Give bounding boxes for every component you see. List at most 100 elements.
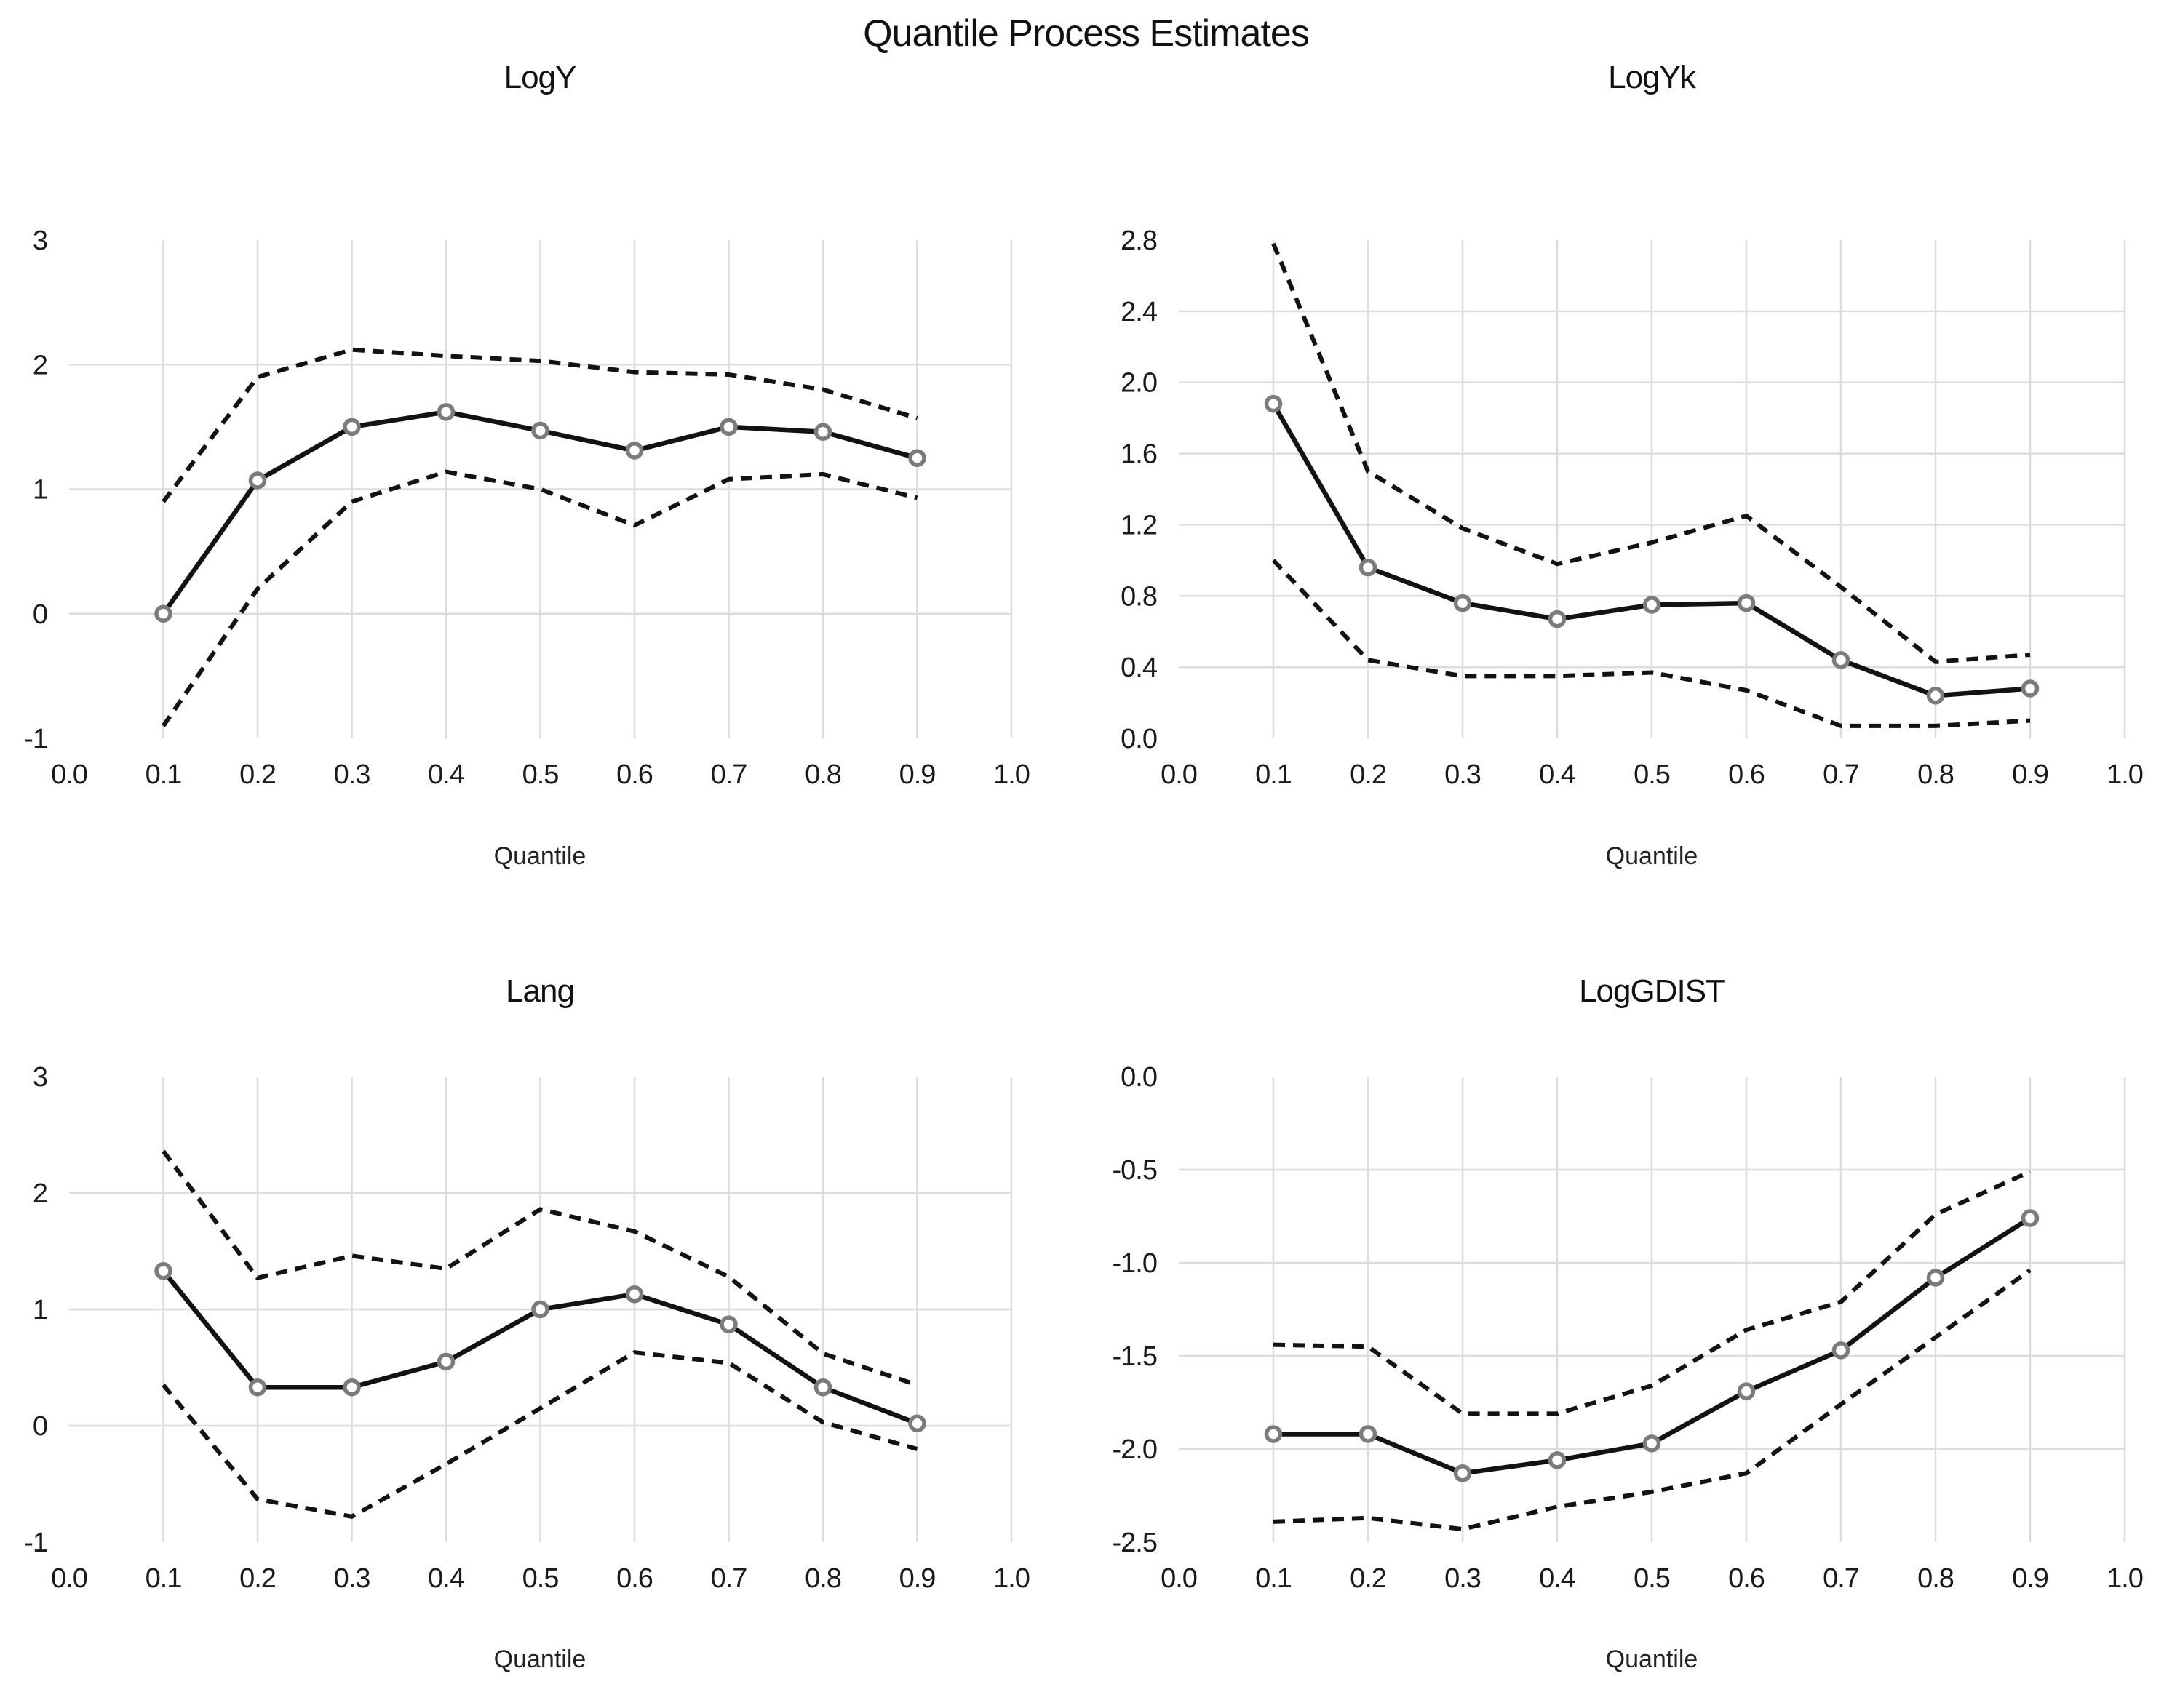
data-point-marker xyxy=(2021,679,2040,698)
x-tick-label: 0.6 xyxy=(616,1563,653,1594)
series-lower-confidence-band xyxy=(1273,1268,2032,1532)
x-tick-label: 0.0 xyxy=(1161,759,1197,790)
series-upper-confidence-band xyxy=(1271,242,2031,664)
x-tick-label: 0.5 xyxy=(522,759,559,790)
data-point-marker xyxy=(1831,1341,1850,1360)
x-axis-label-logyk: Quantile xyxy=(1605,842,1698,870)
data-point-marker xyxy=(720,418,738,436)
x-tick-label: 0.5 xyxy=(1634,1563,1670,1594)
x-tick-label: 0.8 xyxy=(1917,1563,1954,1594)
x-axis-label-loggdist: Quantile xyxy=(1605,1645,1698,1673)
data-point-marker xyxy=(1548,1451,1567,1469)
data-point-marker xyxy=(1926,687,1945,705)
x-tick-label: 0.9 xyxy=(899,1563,936,1594)
data-point-marker xyxy=(1548,610,1567,628)
x-tick-label: 0.2 xyxy=(1350,1563,1386,1594)
x-tick-label: 0.0 xyxy=(51,1563,87,1594)
data-point-marker xyxy=(154,604,172,623)
data-point-marker xyxy=(2021,1209,2040,1227)
x-tick-label: 1.0 xyxy=(993,759,1030,790)
x-tick-label: 0.8 xyxy=(1917,759,1954,790)
data-point-marker xyxy=(248,1378,267,1397)
chart-loggdist: 0.0 0.1 0.2 0.3 0.4 0.5 0.6 0.7 0.8 0.9 1.0-2.5-2.… xyxy=(1113,1062,2144,1594)
x-tick-label: 0.6 xyxy=(1728,759,1765,790)
subplot-title-logyk: LogYk xyxy=(1608,60,1696,95)
y-tick-label: -1.0 xyxy=(1113,1248,1157,1279)
series-upper-confidence-band xyxy=(1273,1169,2032,1416)
x-tick-label: 0.0 xyxy=(51,759,87,790)
x-tick-label: 0.3 xyxy=(1444,759,1481,790)
series-upper-confidence-band xyxy=(162,347,918,503)
y-tick-label: 0.4 xyxy=(1121,653,1158,683)
series-lower-confidence-band xyxy=(162,1350,918,1519)
data-point-marker xyxy=(343,418,361,436)
chart-logy: 0.0 0.1 0.2 0.3 0.4 0.5 0.6 0.7 0.8 0.9 1.0 -1 0 1 2 3 xyxy=(24,226,1030,790)
y-tick-label: 0 xyxy=(33,599,47,630)
data-point-marker xyxy=(625,442,644,460)
data-point-marker xyxy=(1926,1269,1945,1287)
data-point-marker xyxy=(813,1378,832,1397)
y-tick-label: -2.5 xyxy=(1113,1528,1157,1558)
chart-lang: 0.0 0.1 0.2 0.3 0.4 0.5 0.6 0.7 0.8 0.9 1.0 -1 0 1 2 3 xyxy=(24,1062,1030,1594)
y-tick-labels-logy: -1 0 1 2 3 xyxy=(24,226,48,754)
data-point-marker xyxy=(908,1414,926,1433)
x-tick-label: 1.0 xyxy=(993,1563,1030,1594)
x-tick-label: 0.7 xyxy=(711,1563,747,1594)
x-tick-label: 1.0 xyxy=(2107,1563,2143,1594)
x-tick-label: 0.1 xyxy=(1255,759,1292,790)
data-point-marker xyxy=(1264,1425,1283,1443)
x-tick-label: 0.4 xyxy=(428,1563,465,1594)
x-axis-label-lang: Quantile xyxy=(493,1645,586,1673)
x-tick-label: 0.7 xyxy=(1823,1563,1859,1594)
y-tick-label: 3 xyxy=(33,1062,47,1093)
y-tick-label: 2 xyxy=(33,350,47,380)
data-point-marker xyxy=(1642,596,1661,614)
data-point-marker xyxy=(813,423,832,441)
data-point-marker xyxy=(437,1352,456,1371)
x-tick-label: 0.4 xyxy=(1539,759,1576,790)
y-tick-label: 0 xyxy=(33,1411,47,1442)
y-tick-labels-loggdist: -2.5 -2.0 -1.5 -1.0 -0.5 0.0 xyxy=(1113,1062,1158,1558)
data-point-marker xyxy=(1453,1464,1472,1482)
x-tick-label: 0.2 xyxy=(1350,759,1386,790)
data-point-marker xyxy=(531,1300,549,1319)
y-tick-label: -1 xyxy=(24,724,47,754)
x-tick-label: 0.1 xyxy=(1255,1563,1292,1594)
data-point-marker xyxy=(343,1378,361,1397)
subplot-title-logy: LogY xyxy=(504,60,577,95)
y-tick-label: 0.0 xyxy=(1121,724,1157,754)
figure-title: Quantile Process Estimates xyxy=(863,12,1310,55)
x-tick-label: 0.9 xyxy=(2012,759,2048,790)
x-tick-label: 0.4 xyxy=(1539,1563,1576,1594)
grid-loggdist xyxy=(1179,1077,2126,1542)
data-point-marker xyxy=(1642,1434,1661,1453)
data-point-marker xyxy=(437,403,456,421)
y-tick-label: 1.2 xyxy=(1121,510,1157,540)
subplot-title-lang: Lang xyxy=(506,973,575,1009)
y-tick-label: 1.6 xyxy=(1121,439,1157,470)
x-axis-label-logy: Quantile xyxy=(493,842,586,870)
x-tick-label: 0.2 xyxy=(239,1563,276,1594)
y-tick-label: -2.0 xyxy=(1113,1434,1157,1465)
data-point-marker xyxy=(1737,594,1756,612)
y-tick-label: 2.4 xyxy=(1121,297,1158,327)
series-lower-confidence-band xyxy=(162,469,918,727)
data-point-marker xyxy=(531,421,549,440)
data-point-marker xyxy=(1359,558,1377,577)
x-tick-label: 0.3 xyxy=(334,1563,370,1594)
data-point-marker xyxy=(720,1315,738,1334)
y-tick-label: 0.0 xyxy=(1121,1062,1157,1093)
series-upper-confidence-band xyxy=(162,1149,918,1387)
markers-lang xyxy=(154,1261,926,1433)
y-tick-label: 2.8 xyxy=(1121,226,1157,256)
x-tick-label: 0.3 xyxy=(1444,1563,1481,1594)
x-tick-label: 0.3 xyxy=(334,759,370,790)
subplot-title-loggdist: LogGDIST xyxy=(1579,973,1725,1009)
data-point-marker xyxy=(154,1261,172,1280)
x-tick-labels-lang: 0.0 0.1 0.2 0.3 0.4 0.5 0.6 0.7 0.8 0.9 1.0 xyxy=(51,1563,1030,1594)
y-tick-label: -1 xyxy=(24,1528,47,1558)
y-tick-label: 1 xyxy=(33,475,47,506)
y-tick-label: 1 xyxy=(33,1295,47,1325)
